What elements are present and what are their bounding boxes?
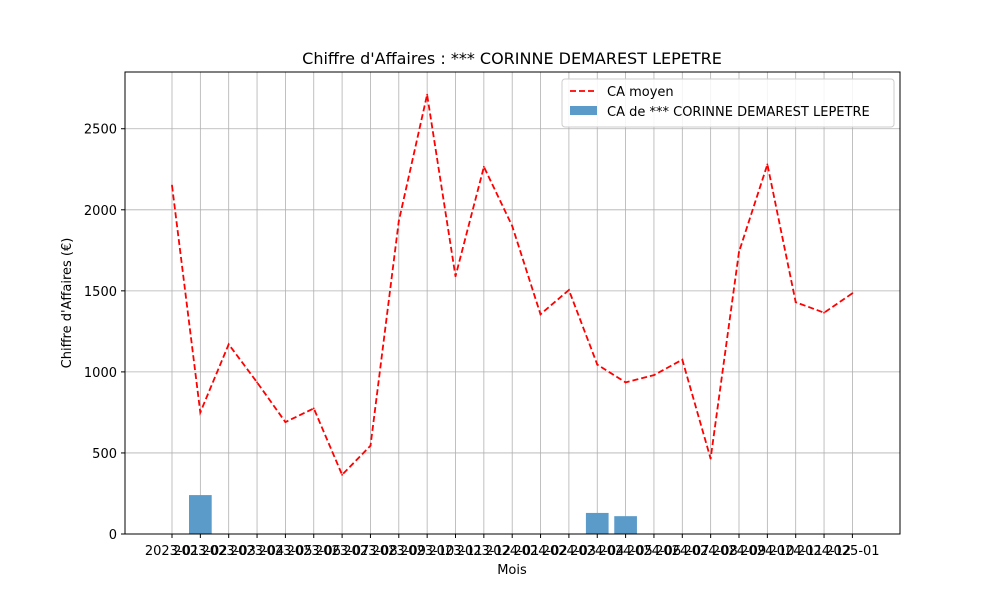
x-axis-title: Mois bbox=[497, 563, 527, 578]
line-point bbox=[426, 93, 429, 96]
line-point bbox=[794, 301, 797, 304]
y-tick-label: 2000 bbox=[84, 204, 117, 219]
line-point bbox=[851, 292, 854, 295]
line-point bbox=[397, 220, 400, 223]
line-point bbox=[568, 289, 570, 291]
legend-label-line: CA moyen bbox=[607, 85, 674, 100]
x-tick-label: 2023-08 bbox=[343, 544, 397, 559]
x-tick-label: 2023-12 bbox=[457, 544, 511, 559]
x-tick-label: 2024-11 bbox=[769, 544, 823, 559]
x-tick-label: 2024-04 bbox=[570, 544, 624, 559]
x-axis-ticks: 2023-012023-022023-032023-042023-052023-… bbox=[145, 534, 880, 559]
x-tick-label: 2023-06 bbox=[287, 544, 341, 559]
line-point bbox=[312, 407, 315, 410]
grid-lines bbox=[125, 72, 900, 535]
line-point bbox=[709, 457, 712, 460]
line-point bbox=[823, 311, 825, 314]
x-tick-label: 2024-10 bbox=[740, 544, 794, 559]
line-series bbox=[171, 93, 854, 477]
x-tick-label: 2023-02 bbox=[173, 544, 227, 559]
y-tick-label: 0 bbox=[109, 528, 117, 543]
bar bbox=[585, 512, 609, 534]
x-tick-label: 2023-05 bbox=[258, 544, 312, 559]
line-point bbox=[454, 275, 457, 278]
line-point bbox=[653, 374, 655, 377]
line-point bbox=[171, 184, 173, 187]
x-tick-label: 2024-02 bbox=[513, 544, 567, 559]
line-point bbox=[596, 363, 599, 366]
line-point bbox=[227, 343, 230, 346]
x-tick-label: 2024-09 bbox=[712, 544, 766, 559]
line-point bbox=[539, 313, 542, 316]
line-point bbox=[511, 225, 514, 227]
legend-box bbox=[561, 78, 895, 128]
chart-title: Chiffre d'Affaires : *** CORINNE DEMARES… bbox=[302, 49, 722, 68]
x-tick-label: 2023-03 bbox=[202, 544, 256, 559]
y-tick-label: 1500 bbox=[84, 285, 117, 300]
line-point bbox=[284, 421, 287, 424]
x-tick-label: 2023-01 bbox=[145, 544, 199, 559]
x-tick-label: 2023-04 bbox=[230, 544, 284, 559]
x-tick-label: 2024-06 bbox=[627, 544, 681, 559]
y-axis-ticks: 0 500 1000 1500 2000 2500 bbox=[84, 123, 125, 543]
x-tick-label: 2024-07 bbox=[655, 544, 709, 559]
x-tick-label: 2023-09 bbox=[372, 544, 426, 559]
x-tick-label: 2024-03 bbox=[542, 544, 596, 559]
legend-label-bar: CA de *** CORINNE DEMAREST LEPETRE bbox=[607, 105, 870, 120]
bar bbox=[614, 516, 637, 534]
bar bbox=[189, 495, 212, 534]
line-point bbox=[199, 411, 202, 414]
x-tick-label: 2024-05 bbox=[598, 544, 652, 559]
x-tick-label: 2023-07 bbox=[315, 544, 369, 559]
x-tick-label: 2025-01 bbox=[825, 544, 879, 559]
line-point bbox=[766, 163, 769, 166]
bars-series bbox=[189, 495, 637, 534]
x-tick-label: 2024-01 bbox=[485, 544, 539, 559]
x-tick-label: 2023-11 bbox=[428, 544, 482, 559]
plot-frame bbox=[124, 71, 901, 535]
x-tick-label: 2024-12 bbox=[797, 544, 851, 559]
legend: CA moyen CA de *** CORINNE DEMAREST LEPE… bbox=[561, 78, 895, 128]
y-tick-label: 1000 bbox=[84, 366, 117, 381]
line-point bbox=[256, 381, 258, 384]
line-point bbox=[369, 444, 372, 447]
legend-bar-swatch bbox=[570, 106, 597, 115]
line-point bbox=[624, 381, 627, 384]
y-axis-title: Chiffre d'Affaires (€) bbox=[60, 238, 75, 369]
y-tick-label: 500 bbox=[92, 447, 117, 462]
x-tick-label: 2024-08 bbox=[683, 544, 737, 559]
line-point bbox=[681, 358, 684, 361]
y-tick-label: 2500 bbox=[84, 123, 117, 138]
x-tick-label: 2023-10 bbox=[400, 544, 454, 559]
line-point bbox=[341, 473, 343, 476]
line-point bbox=[738, 251, 740, 253]
line-point bbox=[482, 165, 485, 168]
